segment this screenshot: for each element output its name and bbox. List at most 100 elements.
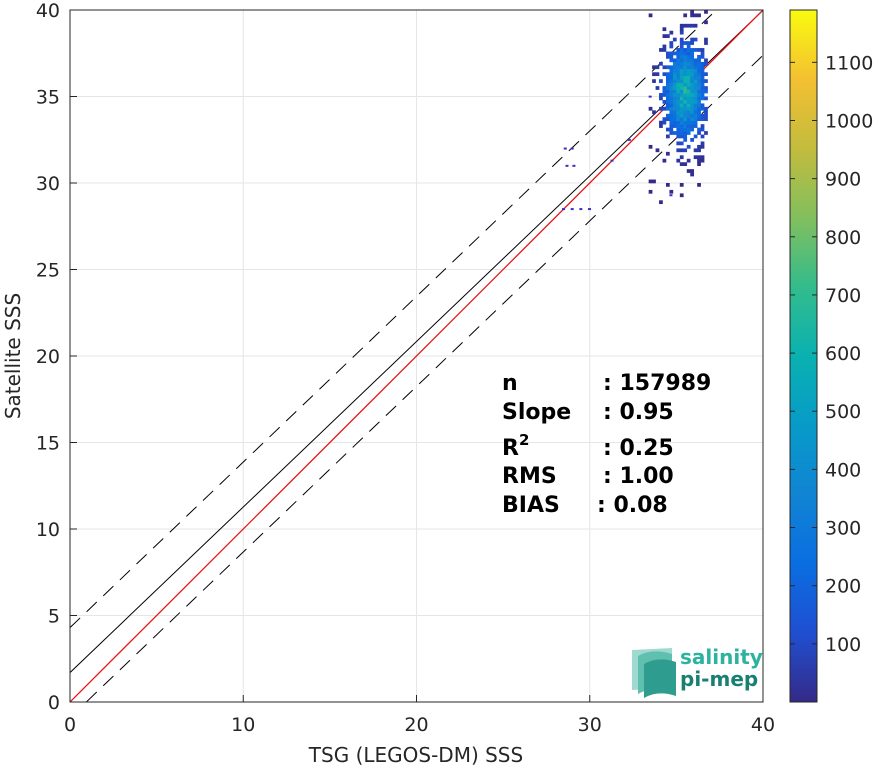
density-cell [665, 96, 670, 101]
stat-value: : 0.25 [603, 436, 674, 461]
density-cell [683, 99, 688, 104]
density-cell [693, 13, 698, 18]
density-cell [676, 61, 681, 66]
density-cell [679, 51, 684, 56]
density-cell [655, 148, 660, 153]
density-cell [672, 75, 677, 80]
density-cell [659, 93, 663, 97]
density-cell [686, 110, 691, 115]
density-cell [679, 86, 684, 90]
density-cell [662, 72, 667, 77]
density-cell [672, 106, 677, 111]
density-cell [686, 41, 691, 45]
density-cell [686, 120, 691, 125]
outlier-cell [563, 147, 567, 150]
density-cell [669, 120, 674, 125]
density-cell [690, 127, 694, 132]
density-cell [700, 89, 705, 94]
density-cell [686, 54, 691, 59]
density-cell [693, 89, 698, 94]
density-cell [679, 117, 684, 122]
stat-label: Slope [502, 400, 571, 425]
density-cell [665, 79, 670, 83]
density-cell [679, 103, 684, 108]
density-cell [700, 103, 705, 108]
density-cell [700, 158, 705, 163]
y-axis-label: Satellite SSS [1, 293, 25, 419]
density-cell [662, 158, 667, 163]
density-cell [693, 82, 698, 87]
density-cell [700, 68, 705, 73]
density-cell [669, 103, 674, 108]
logo-line2: pi-mep [680, 667, 758, 691]
density-cell [683, 65, 688, 70]
density-cell [679, 75, 684, 80]
density-cell [693, 72, 698, 77]
density-cell [690, 68, 694, 73]
density-cell [700, 141, 705, 146]
density-cell [669, 58, 674, 63]
density-cell [676, 120, 681, 125]
density-cell [697, 13, 701, 18]
density-cell [662, 89, 667, 94]
density-cell [686, 124, 691, 128]
density-cell [697, 162, 701, 166]
density-cell [679, 113, 684, 118]
density-cell [697, 131, 701, 135]
density-cell [676, 79, 681, 83]
density-cell [662, 44, 667, 49]
density-cell [700, 134, 705, 139]
salinity-pi-mep-logo: salinity pi-mep [632, 645, 763, 698]
density-cell [679, 148, 684, 153]
density-cell [672, 93, 677, 97]
density-cell [690, 72, 694, 77]
density-cell [697, 148, 701, 153]
density-cell [679, 193, 684, 198]
density-cell [697, 158, 701, 163]
stat-label: RMS [502, 464, 557, 489]
density-cell [676, 103, 681, 108]
density-cell [659, 61, 663, 66]
density-cell [693, 148, 698, 153]
density-cell [662, 99, 667, 104]
density-cell [686, 68, 691, 73]
density-cell [676, 86, 681, 90]
density-cell [700, 117, 705, 122]
density-cell [683, 127, 688, 132]
density-cell [679, 58, 684, 63]
density-cell [679, 127, 684, 132]
density-cell [700, 72, 705, 77]
density-cell [693, 106, 698, 111]
density-cell [669, 93, 674, 97]
density-cell [697, 106, 701, 111]
density-cell [662, 93, 667, 97]
density-cell [665, 65, 670, 70]
density-cell [697, 54, 701, 59]
density-cell [662, 65, 667, 70]
density-cell [659, 48, 663, 52]
density-cell [679, 183, 684, 187]
outlier-cell [562, 208, 566, 211]
density-cell [683, 41, 688, 45]
y-tick-label: 40 [36, 0, 60, 22]
stat-superscript: 2 [519, 431, 529, 449]
density-cell [686, 58, 691, 63]
density-cell [676, 89, 681, 94]
density-cell [686, 99, 691, 104]
density-cell [672, 68, 677, 73]
density-cell [693, 75, 698, 80]
density-cell [672, 89, 677, 94]
density-cell [700, 155, 705, 160]
density-cell [690, 65, 694, 70]
density-cell [679, 134, 684, 139]
density-cell [669, 41, 674, 45]
density-cell [693, 110, 698, 115]
density-cell [690, 82, 694, 87]
density-cell [679, 89, 684, 94]
density-cell [693, 113, 698, 118]
density-cell [669, 131, 674, 135]
density-cell [697, 103, 701, 108]
density-cell [704, 117, 708, 122]
x-axis-ticks: 0 10 20 30 40 [64, 695, 775, 736]
